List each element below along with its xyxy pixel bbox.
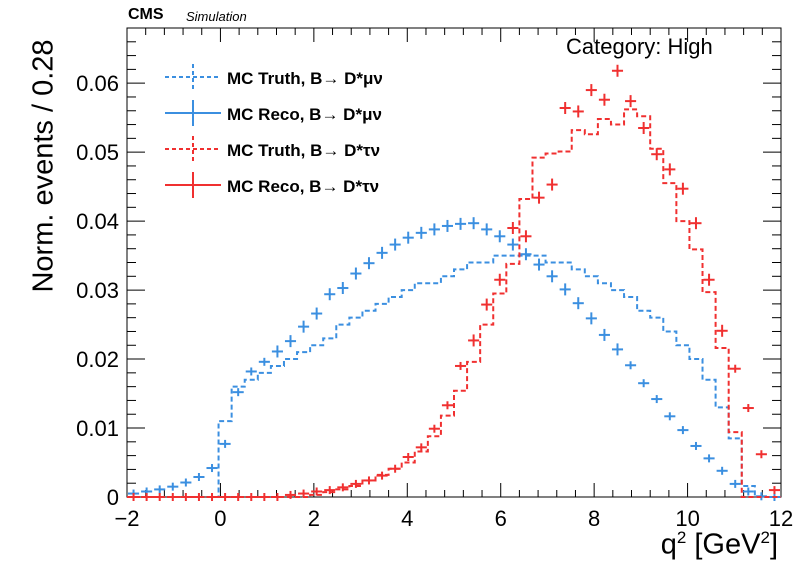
x-axis-label-mid: [GeV — [686, 528, 761, 561]
x-tick-label: 6 — [495, 506, 507, 531]
legend-item-tau-truth: MC Truth, B→ D*τν — [165, 134, 465, 170]
x-axis-label-sup2: 2 — [760, 528, 770, 547]
y-tick-label: 0.06 — [76, 71, 119, 96]
x-axis-label-sup1: 2 — [676, 528, 687, 547]
x-tick-label: 8 — [588, 506, 600, 531]
legend-label: MC Truth, B→ D*τν — [227, 141, 381, 160]
series-step-line — [127, 254, 781, 498]
x-axis-label: q2 [GeV2] — [661, 528, 778, 562]
legend-label: MC Truth, B→ D*μν — [227, 69, 383, 88]
legend-item-mu-reco: MC Reco, B→ D*μν — [165, 98, 465, 134]
x-axis-label-base: q — [660, 528, 677, 561]
x-tick-label: 10 — [675, 506, 699, 531]
y-axis-label: Norm. events / 0.28 — [27, 39, 60, 293]
y-tick-label: 0.02 — [76, 347, 119, 372]
legend: MC Truth, B→ D*μν MC Reco, B→ D*μν MC Tr… — [165, 62, 465, 206]
legend-swatch-mu-reco — [165, 100, 221, 126]
y-tick-label: 0.04 — [76, 209, 119, 234]
x-tick-label: 12 — [769, 506, 793, 531]
y-tick-label: 0.01 — [76, 416, 119, 441]
x-axis-label-end: ] — [769, 528, 778, 561]
x-tick-label: 2 — [308, 506, 320, 531]
legend-swatch-tau-truth — [165, 136, 221, 162]
legend-swatch-mu-truth — [165, 64, 221, 90]
x-tick-label: 0 — [214, 506, 226, 531]
x-tick-label: −2 — [114, 506, 139, 531]
legend-label: MC Reco, B→ D*τν — [227, 177, 380, 196]
y-tick-label: 0.05 — [76, 140, 119, 165]
category-label: Category: High — [566, 34, 713, 59]
legend-item-tau-reco: MC Reco, B→ D*τν — [165, 170, 465, 206]
legend-swatch-tau-reco — [165, 172, 221, 198]
legend-label: MC Reco, B→ D*μν — [227, 105, 382, 124]
y-tick-label: 0 — [107, 485, 119, 510]
x-tick-label: 4 — [401, 506, 413, 531]
y-tick-label: 0.03 — [76, 278, 119, 303]
simulation-label: Simulation — [186, 9, 247, 24]
series-step-line — [127, 108, 781, 498]
cms-label: CMS — [128, 6, 164, 23]
legend-item-mu-truth: MC Truth, B→ D*μν — [165, 62, 465, 98]
